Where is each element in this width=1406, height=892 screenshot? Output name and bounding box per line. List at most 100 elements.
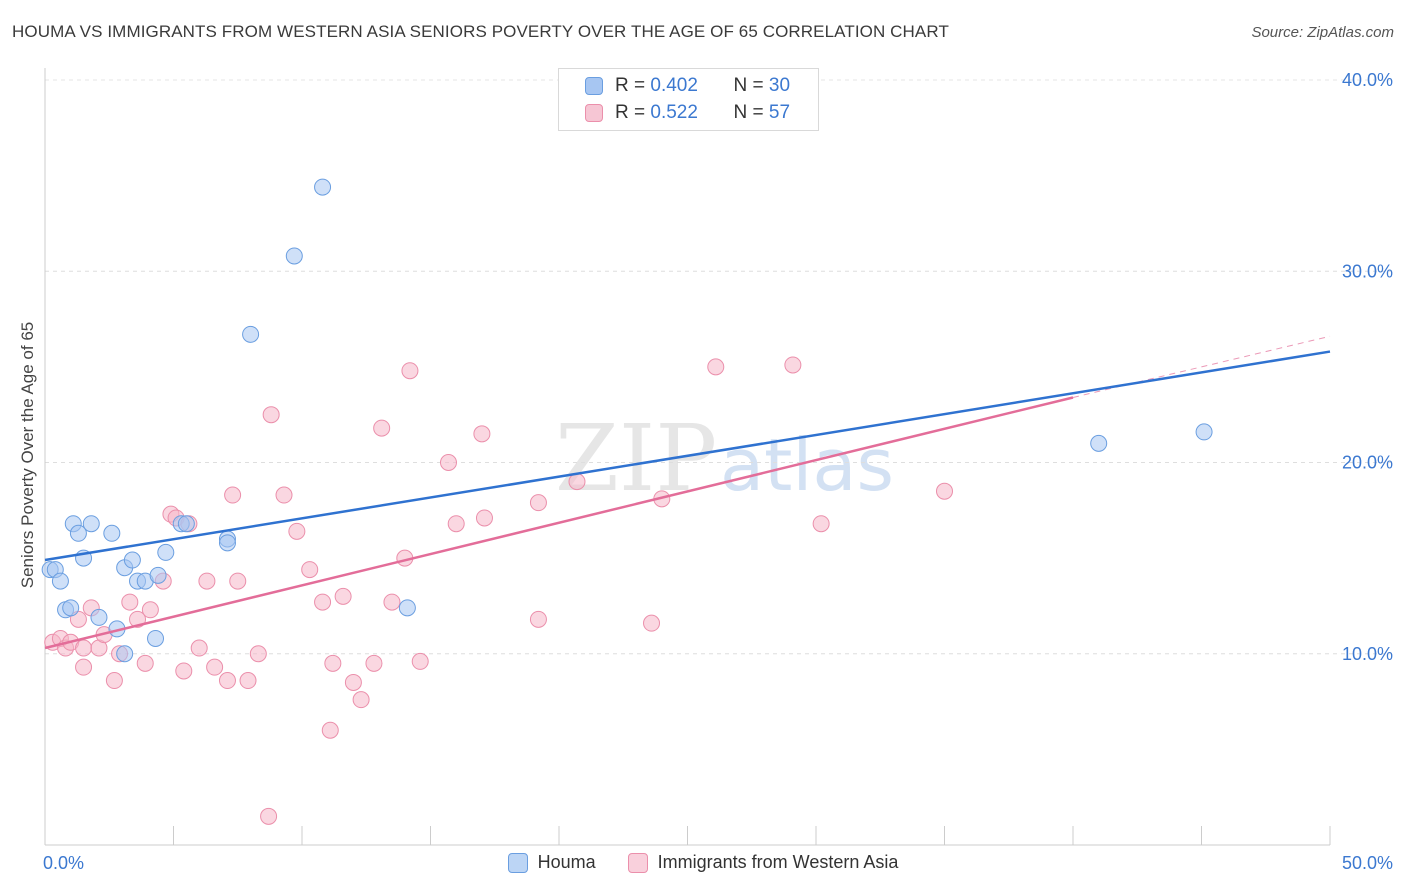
data-point <box>206 658 224 676</box>
data-point <box>62 599 80 617</box>
data-point <box>936 482 953 500</box>
data-point <box>383 593 401 611</box>
r-value: 0.522 <box>650 102 698 123</box>
data-point <box>643 614 661 632</box>
data-point <box>239 672 257 690</box>
legend-label-immigrants: Immigrants from Western Asia <box>657 852 899 872</box>
data-point <box>123 551 141 569</box>
data-point <box>365 654 383 672</box>
data-point <box>447 515 465 533</box>
data-point <box>69 524 87 542</box>
data-point <box>82 515 100 533</box>
data-point <box>314 593 332 611</box>
trend-line-immigrants <box>44 396 1074 650</box>
data-point <box>157 543 175 561</box>
data-point <box>75 639 93 657</box>
watermark-zip: ZIP <box>555 405 717 512</box>
data-point <box>784 356 802 374</box>
r-value: 0.402 <box>650 75 698 96</box>
data-point <box>224 486 242 504</box>
data-point <box>229 572 247 590</box>
series-houma <box>41 178 1213 663</box>
data-point <box>301 561 319 579</box>
data-point <box>373 419 391 437</box>
legend-item-houma: Houma <box>507 852 596 873</box>
data-point <box>149 566 167 584</box>
data-point <box>401 362 419 380</box>
chart-title: HOUMA VS IMMIGRANTS FROM WESTERN ASIA SE… <box>12 22 949 41</box>
data-point <box>51 572 69 590</box>
legend: Houma Immigrants from Western Asia <box>0 852 1406 873</box>
data-point <box>398 599 416 617</box>
data-point <box>90 608 108 626</box>
data-point <box>105 672 123 690</box>
legend-label-houma: Houma <box>537 852 596 872</box>
data-point <box>314 178 332 196</box>
n-label: N = <box>733 102 764 123</box>
data-point <box>218 672 236 690</box>
n-label: N = <box>733 75 764 96</box>
stats-swatch-immigrants <box>585 104 603 122</box>
data-point <box>529 610 547 628</box>
data-point <box>324 654 342 672</box>
data-point <box>242 325 260 343</box>
data-point <box>218 534 236 552</box>
trend-lines <box>44 335 1331 650</box>
r-label: R = <box>615 102 646 123</box>
data-point <box>103 524 121 542</box>
trend-line-immigrants-extension <box>1072 335 1331 398</box>
data-point <box>352 691 370 709</box>
watermark: ZIP atlas <box>555 405 894 512</box>
stats-row-immigrants: R = 0.522 N = 57 <box>559 101 790 125</box>
stats-box: R = 0.402 N = 30 R = 0.522 N = 57 <box>558 68 819 131</box>
r-label: R = <box>615 75 646 96</box>
y-tick-label: 30.0% <box>1342 261 1393 281</box>
data-point <box>198 572 216 590</box>
data-point <box>75 658 93 676</box>
n-value: 30 <box>768 75 791 96</box>
trend-line-houma <box>44 350 1331 562</box>
data-point <box>439 454 457 471</box>
x-tick-label: 50.0% <box>1342 853 1393 873</box>
data-point <box>136 654 154 672</box>
data-point <box>121 593 139 611</box>
data-point <box>260 807 278 825</box>
data-point <box>285 247 303 265</box>
data-point <box>288 522 306 540</box>
data-point <box>275 486 293 504</box>
data-point <box>529 494 547 512</box>
legend-swatch-immigrants <box>627 852 648 873</box>
data-point <box>411 652 429 670</box>
data-point <box>334 587 352 605</box>
source-label: Source: ZipAtlas.com <box>1251 24 1394 41</box>
data-point <box>344 673 362 691</box>
data-point <box>568 473 586 491</box>
data-point <box>262 406 280 424</box>
data-point <box>190 639 208 657</box>
x-tick-label: 0.0% <box>43 853 84 873</box>
tick-labels: 10.0% 20.0% 30.0% 40.0% 0.0% 50.0% <box>43 70 1393 873</box>
stats-swatch-houma <box>585 77 603 95</box>
series-immigrants <box>44 356 953 825</box>
axes <box>44 68 1331 846</box>
data-point <box>141 601 159 619</box>
data-point <box>175 662 193 680</box>
y-tick-label: 10.0% <box>1342 644 1393 664</box>
data-point <box>707 358 725 376</box>
stats-row-houma: R = 0.402 N = 30 <box>559 74 790 98</box>
data-point <box>812 515 830 533</box>
y-tick-label: 40.0% <box>1342 70 1393 90</box>
data-points <box>41 178 1213 825</box>
data-point <box>147 629 165 647</box>
data-point <box>321 721 339 739</box>
n-value: 57 <box>768 102 791 123</box>
data-point <box>116 645 134 663</box>
data-point <box>1090 434 1108 452</box>
data-point <box>249 645 267 663</box>
data-point <box>475 509 493 527</box>
y-tick-label: 20.0% <box>1342 453 1393 473</box>
data-point <box>177 515 195 533</box>
legend-swatch-houma <box>507 852 528 873</box>
data-point <box>473 425 491 443</box>
